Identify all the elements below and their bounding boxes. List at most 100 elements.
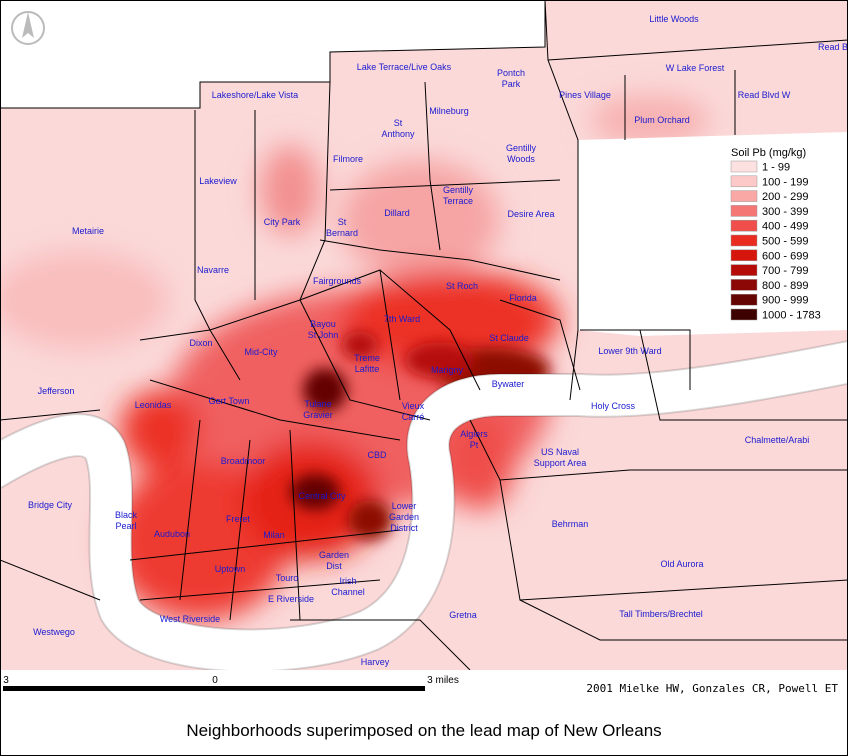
scale-bar: [3, 686, 425, 691]
neighborhood-label: Vieux: [402, 401, 425, 411]
lake: [0, 0, 545, 108]
neighborhood-label: Filmore: [333, 154, 363, 164]
neighborhood-label: St: [394, 118, 403, 128]
neighborhood-label: Lakeshore/Lake Vista: [212, 90, 298, 100]
river-water: [0, 341, 848, 671]
neighborhood-label: Read Blvd W: [738, 90, 791, 100]
neighborhood-label: Central City: [298, 491, 346, 501]
neighborhood-label: Irish: [339, 576, 356, 586]
neighborhood-label: Dillard: [384, 208, 410, 218]
neighborhood-label: Support Area: [534, 458, 587, 468]
neighborhood-label: Mid-City: [245, 347, 278, 357]
water-east: [578, 132, 848, 336]
neighborhood-label: US Naval: [541, 447, 579, 457]
neighborhood-label: Terrace: [443, 196, 473, 206]
neighborhood-label: Lake Terrace/Live Oaks: [357, 62, 452, 72]
neighborhood-label: St: [338, 217, 347, 227]
neighborhood-label: Garden: [319, 550, 349, 560]
neighborhood-label: District: [390, 523, 418, 533]
neighborhood-label: Plum Orchard: [634, 115, 690, 125]
legend-swatch: [730, 293, 758, 306]
neighborhood-label: Treme: [354, 353, 380, 363]
legend-label: 900 - 999: [762, 295, 808, 307]
neighborhood-label: Black: [115, 510, 138, 520]
neighborhood-label: Little Woods: [649, 14, 699, 24]
neighborhood-label: Channel: [331, 587, 365, 597]
neighborhood-label: Lafitte: [355, 364, 380, 374]
neighborhood-label: Holy Cross: [591, 401, 636, 411]
neighborhood-label: Pines Village: [559, 90, 611, 100]
compass: [11, 11, 45, 45]
neighborhood-label: Gentilly: [443, 185, 474, 195]
legend-swatch: [730, 308, 758, 321]
neighborhood-label: Lower: [392, 501, 417, 511]
legend-label: 300 - 399: [762, 206, 808, 218]
neighborhood-label: Westwego: [33, 627, 75, 637]
legend-label: 200 - 299: [762, 191, 808, 203]
neighborhood-label: Metairie: [72, 226, 104, 236]
legend-label: 1 - 99: [762, 162, 790, 174]
scale-label: 0: [212, 675, 218, 686]
neighborhood-label: 7th Ward: [384, 314, 420, 324]
legend-swatch: [730, 219, 758, 232]
legend-swatch: [730, 234, 758, 247]
boundaries: [0, 0, 848, 671]
credit: 2001 Mielke HW, Gonzales CR, Powell ET: [586, 682, 838, 695]
neighborhood-label: Bayou: [310, 319, 336, 329]
neighborhood-label: Gert Town: [209, 396, 250, 406]
neighborhood-label: Tulane: [304, 399, 331, 409]
legend-swatch: [730, 160, 758, 173]
neighborhood-label: Lakeview: [199, 176, 237, 186]
neighborhood-label: Harvey: [361, 657, 390, 667]
neighborhood-labels: Little Woods Read B Lake Terrace/Live Oaks…: [28, 14, 848, 667]
neighborhood-label: St Roch: [446, 281, 478, 291]
footer-bg: [0, 670, 848, 756]
caption: Neighborhoods superimposed on the lead m…: [186, 721, 661, 740]
neighborhood-label: Florida: [509, 293, 537, 303]
neighborhood-label: St John: [308, 330, 339, 340]
legend-swatch: [730, 249, 758, 262]
legend-swatch: [730, 190, 758, 202]
neighborhood-label: Broadmoor: [221, 456, 266, 466]
legend-label: 1000 - 1783: [762, 310, 821, 322]
legend-label: 400 - 499: [762, 221, 808, 233]
neighborhood-label: Milneburg: [429, 106, 469, 116]
neighborhood-label: Algiers: [460, 429, 488, 439]
neighborhood-label: Gretna: [449, 610, 477, 620]
neighborhood-label: Audubon: [154, 529, 190, 539]
legend-label: 800 - 899: [762, 280, 808, 292]
neighborhood-label: Anthony: [381, 129, 415, 139]
neighborhood-label: Lower 9th Ward: [598, 346, 661, 356]
legend: Soil Pb (mg/kg) 1 - 99 100 - 199 200 - 299…: [730, 147, 821, 322]
neighborhood-label: Pt: [470, 440, 479, 450]
legend-swatch: [730, 205, 758, 217]
neighborhood-label: Dixon: [189, 338, 212, 348]
neighborhood-label: Woods: [507, 154, 535, 164]
legend-swatch: [730, 175, 758, 188]
neighborhood-label: Bywater: [492, 379, 525, 389]
neighborhood-label: Gravier: [303, 410, 333, 420]
neighborhood-label: Desire Area: [507, 209, 554, 219]
neighborhood-label: St Claude: [489, 333, 529, 343]
neighborhood-label: E Riverside: [268, 594, 314, 604]
neighborhood-label: West Riverside: [160, 614, 220, 624]
neighborhood-label: Dist: [326, 561, 342, 571]
legend-label: 500 - 599: [762, 236, 808, 248]
neighborhood-label: Leonidas: [135, 400, 172, 410]
legend-title: Soil Pb (mg/kg): [731, 147, 806, 159]
neighborhood-label: Jefferson: [38, 386, 75, 396]
neighborhood-label: Park: [502, 79, 521, 89]
neighborhood-label: Freret: [226, 514, 251, 524]
legend-label: 100 - 199: [762, 176, 808, 188]
legend-swatch: [730, 279, 758, 291]
neighborhood-label: W Lake Forest: [666, 63, 725, 73]
neighborhood-label: Pearl: [115, 521, 136, 531]
neighborhood-label: Fairgrounds: [313, 276, 362, 286]
neighborhood-label: Uptown: [215, 564, 246, 574]
neighborhood-label: Bridge City: [28, 500, 73, 510]
neighborhood-label: Milan: [263, 530, 285, 540]
neighborhood-label: Garden: [389, 512, 419, 522]
neighborhood-label: Behrman: [552, 519, 589, 529]
neighborhood-label: City Park: [264, 217, 301, 227]
